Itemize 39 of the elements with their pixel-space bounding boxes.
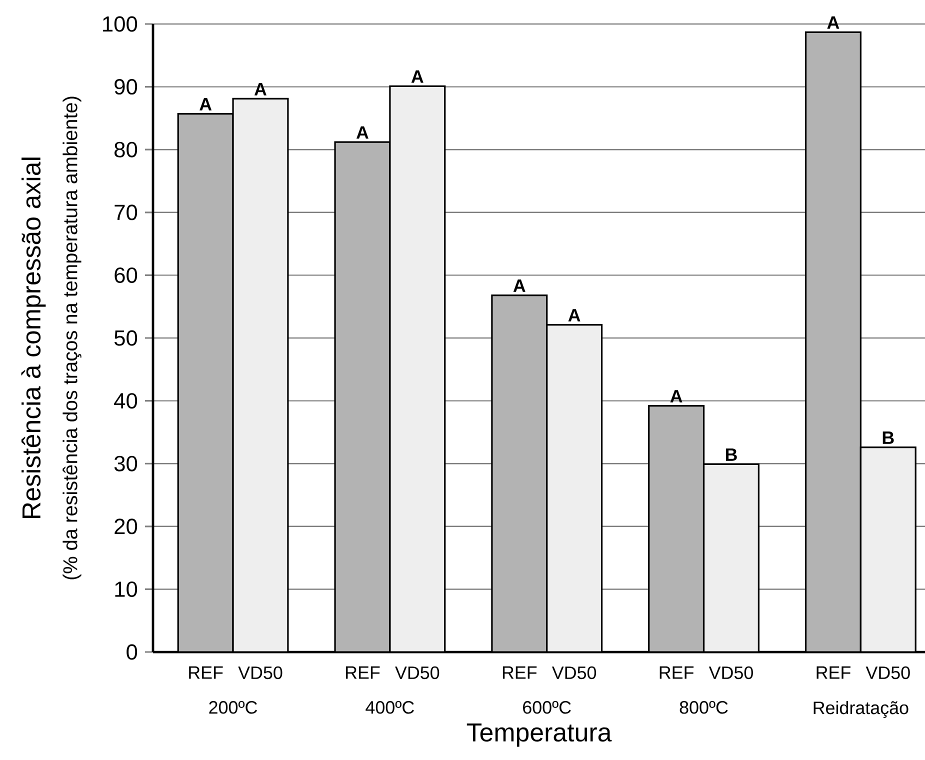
text: VD50	[552, 666, 596, 680]
y-tick-label: 10	[115, 581, 138, 597]
annotation: B	[726, 448, 737, 461]
annotation: B	[882, 432, 894, 444]
x-axis-title: Temperatura	[466, 724, 612, 747]
annotation: A	[568, 309, 580, 322]
x-tick-label: 400ºC	[366, 701, 414, 714]
y-tick-label: 30	[114, 456, 138, 472]
annotation: A	[513, 280, 526, 292]
y-tick-label: 60	[114, 267, 138, 283]
y-tick-label: 100	[103, 16, 138, 32]
y-tick-label: 70	[114, 204, 138, 220]
annotation: A	[827, 16, 840, 29]
series-label: REF	[189, 666, 223, 679]
text: VD50	[708, 666, 753, 680]
annotation: A	[356, 126, 368, 139]
x-tick-label: 800ºC	[680, 701, 728, 714]
y-tick-label: 40	[114, 393, 138, 409]
y-axis-title: Resistência à compressão axial	[21, 158, 46, 518]
y-tick-label: 50	[114, 330, 138, 346]
text: REF	[346, 666, 380, 679]
text: (% da resistência dos traços na temperatura ambiente)	[62, 96, 82, 580]
text: REF	[502, 666, 537, 679]
text: VD50	[395, 666, 440, 680]
x-tick-label: 600ºC	[523, 701, 571, 714]
annotation: A	[254, 82, 266, 96]
y-tick-label: 80	[114, 142, 138, 158]
x-tick-label: 200ºC	[209, 701, 258, 714]
y-tick-label: 20	[114, 518, 138, 534]
y-tick-label: 0	[126, 644, 138, 660]
x-tick-label: Reidratação	[814, 701, 908, 718]
annotation: A	[670, 390, 682, 402]
text: REF	[816, 666, 850, 679]
series-label: VD50	[238, 666, 282, 680]
y-tick-label: 90	[114, 79, 138, 95]
text: VD50	[866, 666, 910, 680]
annotation: A	[411, 70, 424, 83]
text: REF	[660, 666, 694, 679]
annotation: A	[200, 98, 212, 110]
